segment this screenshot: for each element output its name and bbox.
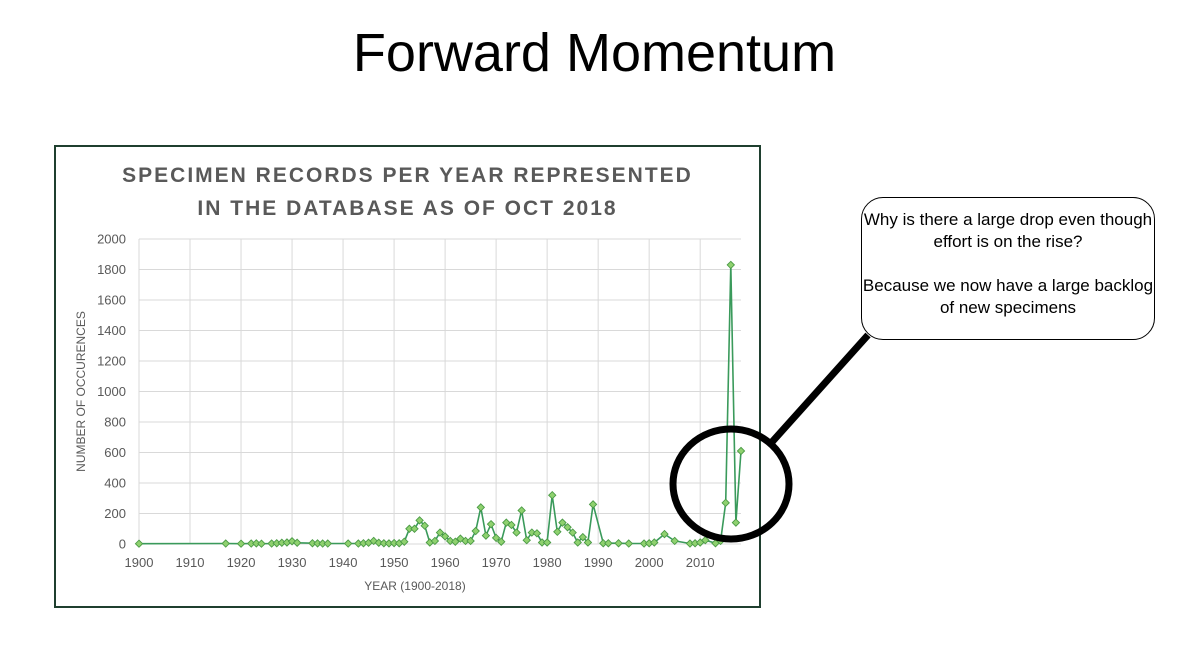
data-point: [563, 522, 572, 532]
data-point: [236, 539, 246, 548]
data-point: [731, 518, 741, 527]
data-point: [532, 529, 542, 538]
chart-title-line-1: SPECIMEN RECORDS PER YEAR REPRESENTED: [122, 164, 693, 187]
y-tick-label: 2000: [97, 232, 126, 247]
x-tick-label: 1930: [278, 555, 307, 570]
data-point: [134, 539, 144, 548]
data-point: [374, 538, 384, 548]
data-point: [491, 533, 501, 543]
y-tick-label: 1000: [97, 384, 126, 399]
callout-pointer-line: [769, 332, 871, 445]
data-point: [726, 260, 736, 270]
data-point: [440, 532, 450, 541]
slide-title: Forward Momentum: [352, 23, 837, 83]
data-point: [451, 537, 460, 546]
callout-question: Why is there a large drop even though ef…: [863, 210, 1153, 251]
x-axis-label: YEAR (1900-2018): [364, 579, 465, 593]
x-tick-label: 1970: [482, 555, 511, 570]
data-point: [553, 527, 562, 537]
y-tick-label: 800: [104, 415, 126, 430]
data-point: [221, 539, 230, 548]
y-tick-label: 1400: [97, 323, 126, 338]
x-tick-label: 2010: [686, 555, 715, 570]
data-point: [292, 538, 302, 548]
data-point: [588, 500, 598, 509]
data-point: [527, 528, 537, 537]
x-tick-label: 2000: [635, 555, 664, 570]
x-tick-label: 1940: [329, 555, 358, 570]
data-point: [323, 539, 332, 548]
y-tick-label: 0: [119, 537, 126, 552]
data-point: [507, 520, 516, 530]
data-point: [517, 506, 526, 515]
y-tick-label: 1800: [97, 262, 126, 277]
data-point: [343, 539, 353, 548]
data-point: [496, 537, 506, 546]
y-tick-label: 1200: [97, 354, 126, 369]
data-point: [466, 536, 475, 546]
data-point: [481, 531, 491, 540]
x-tick-label: 1900: [125, 555, 154, 570]
data-point: [721, 498, 730, 508]
x-tick-label: 1950: [380, 555, 409, 570]
data-point: [568, 528, 577, 537]
chart-title-line-2: IN THE DATABASE AS OF OCT 2018: [197, 197, 618, 220]
y-tick-label: 600: [104, 445, 126, 460]
data-point: [445, 536, 455, 546]
y-tick-label: 1600: [97, 293, 126, 308]
data-point: [558, 518, 567, 527]
data-point: [578, 532, 588, 542]
data-point: [410, 524, 419, 533]
callout-answer: Because we now have a large backlog of n…: [862, 276, 1154, 317]
data-point: [502, 518, 511, 527]
x-tick-label: 1910: [176, 555, 205, 570]
y-tick-label: 200: [104, 506, 126, 521]
chart-container: SPECIMEN RECORDS PER YEAR REPRESENTED IN…: [54, 145, 761, 608]
data-point: [420, 521, 429, 530]
x-tick-label: 1990: [584, 555, 613, 570]
data-point: [650, 538, 659, 547]
data-point: [476, 503, 486, 512]
x-tick-label: 1980: [533, 555, 562, 570]
data-point: [583, 538, 593, 547]
data-point: [573, 538, 582, 547]
data-point: [430, 536, 440, 546]
data-point: [257, 539, 266, 548]
data-point: [736, 446, 746, 456]
data-point: [400, 537, 409, 546]
data-point: [660, 529, 669, 539]
data-point: [522, 535, 531, 545]
data-point: [435, 528, 445, 537]
x-tick-label: 1960: [431, 555, 460, 570]
data-point: [542, 538, 552, 547]
data-point: [548, 490, 557, 500]
x-tick-label: 1920: [227, 555, 256, 570]
data-point: [624, 539, 633, 548]
data-point: [456, 534, 465, 543]
specimen-records-chart: 0 200 400 600 800 1000 1200 1400 1600 1800 2000 190…: [74, 232, 746, 593]
data-point: [614, 539, 623, 548]
data-point: [486, 519, 496, 529]
callout-speech-bubble: Why is there a large drop even though ef…: [861, 197, 1155, 340]
data-point: [604, 539, 613, 548]
data-point: [415, 516, 424, 525]
y-tick-label: 400: [104, 476, 126, 491]
data-point: [512, 528, 521, 537]
series-line: [138, 264, 742, 545]
data-point: [471, 526, 480, 536]
y-axis-label: NUMBER OF OCCURENCES: [74, 311, 88, 472]
